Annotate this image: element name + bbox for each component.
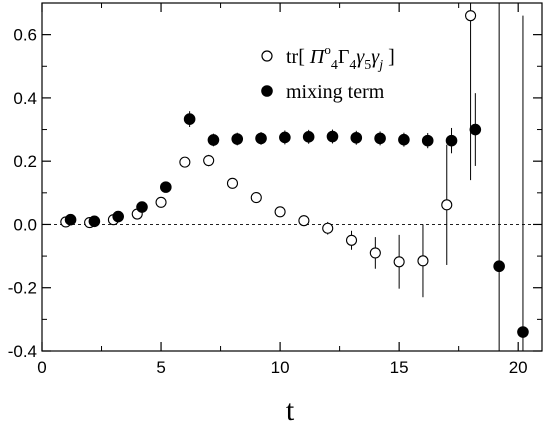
data-point-filled bbox=[255, 132, 267, 145]
data-point-filled bbox=[207, 134, 220, 146]
data-point-filled bbox=[64, 213, 77, 226]
series-trace bbox=[60, 3, 477, 298]
legend-open-circle-marker bbox=[261, 50, 273, 62]
data-point-open bbox=[226, 177, 239, 189]
data-point-filled bbox=[302, 131, 315, 143]
data-point-filled bbox=[350, 131, 363, 144]
data-point-open bbox=[441, 199, 453, 211]
data-point-open bbox=[155, 196, 167, 208]
y-tick-label: 0.4 bbox=[13, 89, 37, 108]
x-tick-label: 15 bbox=[390, 358, 409, 377]
data-point-filled bbox=[493, 260, 505, 273]
x-tick-label: 5 bbox=[156, 358, 165, 377]
plot-frame bbox=[41, 2, 543, 352]
legend-label-trace: tr[ Πo4Γ4γ5γj ] bbox=[286, 42, 395, 73]
data-point-open bbox=[274, 206, 286, 218]
plot-area-border bbox=[41, 2, 543, 352]
axis-ticks: 0 5 10 15 20 -0.4 -0.2 0.0 0.2 0.4 0.6 bbox=[8, 3, 542, 377]
legend-filled-circle-marker bbox=[261, 85, 273, 97]
y-tick-label: -0.4 bbox=[8, 342, 37, 361]
data-point-open bbox=[179, 156, 191, 168]
y-tick-label: -0.2 bbox=[8, 279, 37, 298]
x-tick-label: 10 bbox=[271, 358, 290, 377]
data-point-filled bbox=[445, 134, 458, 147]
data-point-open bbox=[345, 234, 358, 246]
data-point-filled bbox=[183, 113, 196, 125]
data-point-filled bbox=[398, 133, 410, 146]
data-point-open bbox=[393, 256, 405, 268]
data-point-open bbox=[298, 215, 310, 227]
legend-label-mixing: mixing term bbox=[286, 81, 385, 103]
x-tick-label: 0 bbox=[37, 358, 46, 377]
data-point-filled bbox=[374, 132, 386, 145]
y-tick-label: 0.0 bbox=[13, 215, 37, 234]
data-point-open bbox=[369, 247, 381, 259]
data-series bbox=[60, 3, 529, 351]
y-tick-label: 0.6 bbox=[13, 26, 37, 45]
data-point-filled bbox=[517, 326, 529, 338]
data-point-open bbox=[203, 154, 215, 167]
x-axis-title: t bbox=[286, 394, 295, 423]
data-point-filled bbox=[326, 130, 339, 143]
data-point-open bbox=[465, 10, 477, 22]
data-point-filled bbox=[279, 131, 291, 144]
data-point-filled bbox=[136, 201, 148, 213]
data-point-open bbox=[250, 192, 262, 204]
data-point-filled bbox=[469, 123, 482, 136]
legend: tr[ Πo4Γ4γ5γj ] mixing term bbox=[261, 42, 395, 103]
data-point-open bbox=[417, 255, 429, 267]
data-point-filled bbox=[88, 215, 101, 228]
data-point-filled bbox=[421, 134, 434, 147]
data-point-filled bbox=[160, 181, 172, 193]
x-tick-label: 20 bbox=[509, 358, 528, 377]
series-mixing-term bbox=[64, 3, 529, 351]
data-point-filled bbox=[112, 210, 124, 223]
data-point-open bbox=[322, 222, 334, 234]
y-tick-label: 0.2 bbox=[13, 152, 37, 171]
data-point-filled bbox=[231, 133, 244, 145]
